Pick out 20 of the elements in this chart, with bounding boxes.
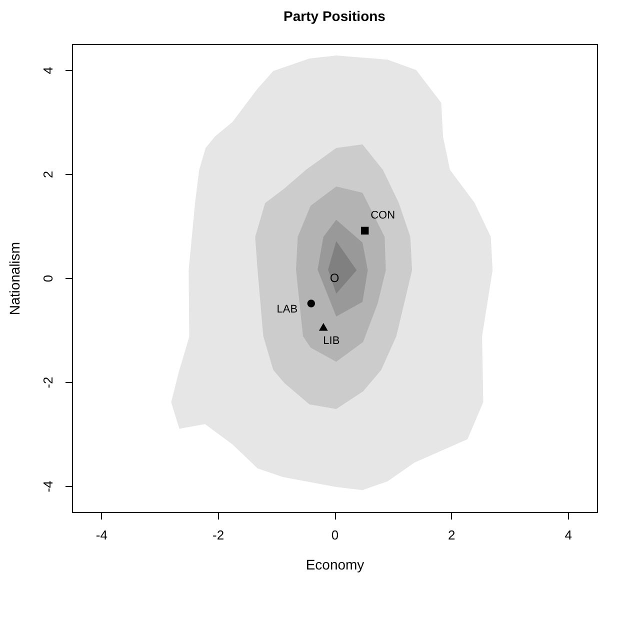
- point: [318, 323, 328, 331]
- y-tick-label: 2: [40, 170, 56, 178]
- x-tick-label: 0: [331, 528, 339, 542]
- series-label: LIB: [323, 334, 340, 347]
- y-tick-label: 4: [40, 66, 56, 74]
- y-tick-label: -2: [40, 376, 56, 388]
- annotation: O: [330, 271, 340, 285]
- x-tick-label: -2: [212, 528, 224, 542]
- y-tick-label: -4: [40, 480, 56, 492]
- x-tick-label: 2: [448, 528, 456, 542]
- y-axis-title: Nationalism: [6, 242, 22, 316]
- x-tick-label: -4: [96, 528, 108, 542]
- series-label: LAB: [276, 303, 298, 316]
- chart-title: Party Positions: [284, 8, 386, 24]
- point: [307, 300, 316, 308]
- series-label: CON: [370, 210, 396, 222]
- x-axis-title: Economy: [306, 556, 364, 572]
- point: [360, 226, 369, 235]
- y-tick-label: 0: [40, 274, 56, 282]
- x-tick-label: 4: [564, 528, 572, 542]
